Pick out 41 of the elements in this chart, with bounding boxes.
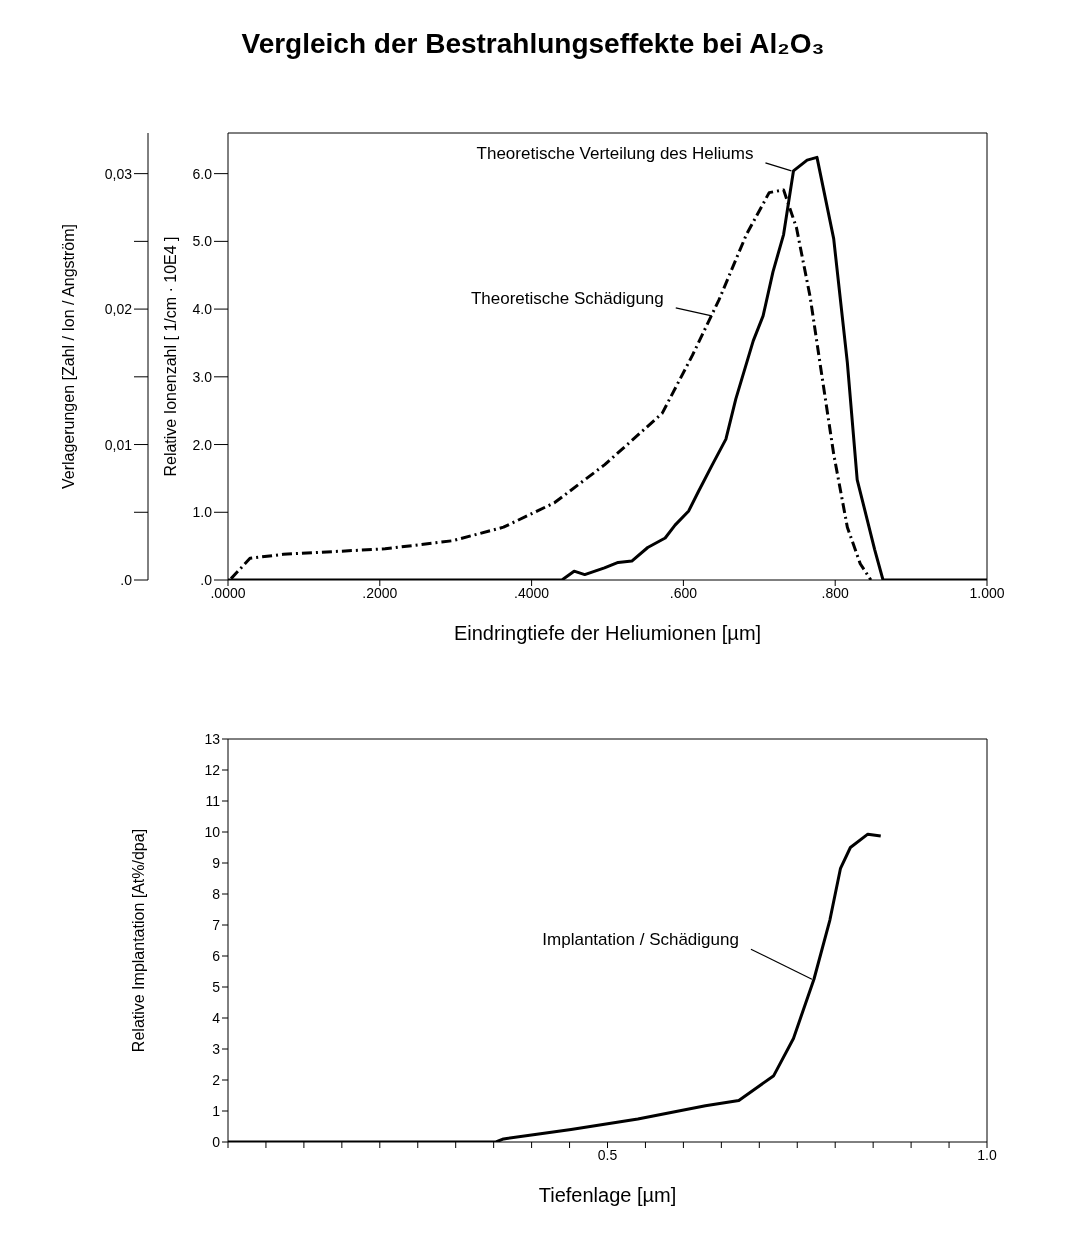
y-tick-label: 1 — [212, 1102, 221, 1119]
y2-axis-title: Verlagerungen [Zahl / Ion / Angström] — [59, 223, 77, 490]
chart-title: Vergleich der Bestrahlungseffekte bei Al₂O₃ — [240, 28, 826, 60]
y-tick-label: 11 — [205, 792, 221, 809]
y-axis-title: Relative Implantation [At%/dpa] — [129, 828, 147, 1053]
y-tick-label: 13 — [204, 730, 221, 747]
y-tick-label: 0 — [212, 1133, 221, 1150]
x-axis-title: Tiefenlage [µm] — [538, 1184, 677, 1206]
y-tick-label: 1.0 — [192, 504, 213, 521]
y-tick-label: 2 — [212, 1071, 221, 1088]
y-tick-label: 3.0 — [192, 368, 213, 385]
y-tick-label: 2.0 — [192, 436, 213, 453]
y-tick-label: 4.0 — [192, 301, 213, 318]
x-tick-label: .0000 — [210, 584, 246, 601]
x-tick-label: .600 — [669, 584, 698, 601]
y-tick-label: 3 — [212, 1040, 221, 1057]
y2-tick-label: 0,02 — [104, 301, 133, 318]
x-tick-label: 1.000 — [969, 584, 1005, 601]
annotation: Theoretische Verteilung des Heliums — [476, 143, 754, 163]
y-tick-label: 6.0 — [192, 165, 213, 182]
y-axis-title: Relative Ionenzahl [ 1/cm · 10E4 ] — [161, 236, 179, 477]
y2-tick-label: 0,01 — [104, 436, 133, 453]
annotation: Theoretische Schädigung — [470, 288, 664, 308]
y-tick-label: 10 — [204, 823, 221, 840]
x-axis-title: Eindringtiefe der Heliumionen [µm] — [453, 622, 762, 644]
y-tick-label: 5 — [212, 978, 221, 995]
y2-tick-label: 0,03 — [104, 165, 133, 182]
annotation: Implantation / Schädigung — [542, 930, 739, 950]
y-tick-label: 5.0 — [192, 233, 213, 250]
y-tick-label: 9 — [212, 854, 221, 871]
y-tick-label: 12 — [204, 761, 221, 778]
y-tick-label: .0 — [200, 571, 213, 588]
y-tick-label: 4 — [212, 1009, 221, 1026]
x-tick-label: .800 — [821, 584, 850, 601]
x-tick-label: 0.5 — [597, 1146, 618, 1163]
y-tick-label: 6 — [212, 947, 221, 964]
x-tick-label: .2000 — [362, 584, 398, 601]
y2-tick-label: .0 — [120, 571, 133, 588]
y-tick-label: 7 — [212, 916, 221, 933]
y-tick-label: 8 — [212, 885, 221, 902]
x-tick-label: .4000 — [514, 584, 550, 601]
